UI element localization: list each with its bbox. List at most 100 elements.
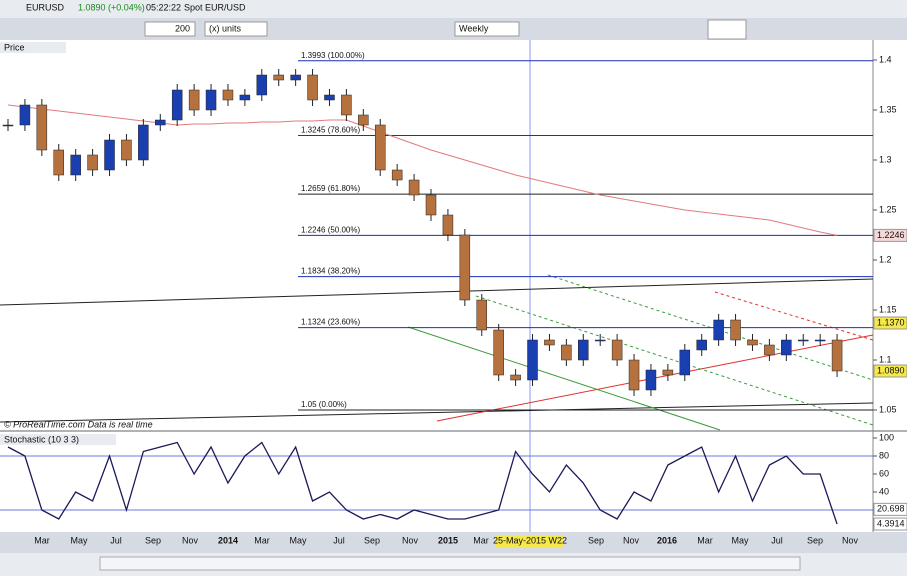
units-select[interactable] — [204, 21, 268, 37]
candle — [205, 89, 217, 111]
x-tick-label: Sep — [807, 535, 823, 545]
candle — [747, 339, 758, 346]
candle — [239, 94, 251, 101]
y-tick-label: 60 — [879, 468, 889, 478]
candle — [442, 214, 454, 236]
price-tag — [873, 364, 907, 378]
trend-line — [0, 402, 874, 423]
fib-label: 1.3993 (100.00%) — [301, 51, 365, 60]
x-tick-label: Mar — [697, 535, 713, 545]
y-tick-label: 80 — [879, 450, 889, 460]
candle — [611, 339, 623, 361]
candle — [527, 339, 538, 381]
candle — [831, 339, 843, 372]
x-tick-label: Nov — [182, 535, 199, 545]
top-bar — [0, 0, 907, 18]
candle — [341, 94, 352, 116]
quote: 1.0890 (+0.04%) — [78, 2, 145, 12]
fib-label: 1.1324 (23.60%) — [301, 318, 360, 327]
price-tag — [873, 316, 907, 330]
candle — [273, 74, 284, 81]
units-count: 200 — [175, 23, 190, 33]
copyright: © ProRealTime.com Data is real time — [4, 419, 153, 429]
candle — [510, 374, 521, 381]
candle — [628, 359, 640, 391]
candle — [594, 339, 606, 342]
candle — [645, 369, 657, 391]
candle — [53, 149, 65, 176]
candle — [713, 319, 724, 341]
stochastic-line — [7, 441, 838, 525]
candle — [374, 124, 386, 171]
y-tick-label: 1.2 — [879, 254, 892, 264]
candle — [493, 329, 504, 376]
scrollbar[interactable] — [99, 556, 801, 571]
x-tick-label: Mar — [473, 535, 489, 545]
y-tick-label: 1.05 — [879, 404, 897, 414]
candle — [662, 369, 674, 376]
candle — [138, 124, 149, 161]
fib-label: 1.2246 (50.00%) — [301, 226, 360, 235]
candle — [358, 114, 369, 126]
candle — [578, 339, 589, 361]
candle — [121, 139, 132, 161]
candle — [696, 339, 707, 351]
trend-line — [407, 326, 721, 431]
moving-average — [7, 104, 838, 236]
candle — [476, 299, 488, 331]
candle — [459, 234, 471, 301]
panel-header — [0, 434, 116, 445]
time: 05:22:22 — [146, 2, 181, 12]
period-select[interactable] — [454, 21, 520, 37]
x-tick-label: 2015 — [438, 535, 458, 545]
stochastic-title: Stochastic (10 3 3) — [4, 434, 79, 444]
candle — [544, 339, 555, 346]
candle — [679, 349, 691, 376]
candle — [256, 74, 268, 96]
cursor-tag — [496, 535, 564, 547]
value-tag — [873, 502, 907, 516]
candle — [814, 339, 826, 342]
x-tick-label: 2014 — [218, 535, 238, 545]
fib-label: 1.2659 (61.80%) — [301, 184, 360, 193]
x-tick-label: Nov — [623, 535, 640, 545]
y-tick-label: 100 — [879, 432, 894, 442]
candle — [2, 124, 14, 127]
candle — [425, 194, 437, 216]
fib-label: 1.05 (0.00%) — [301, 400, 347, 409]
y-tick-label: 1.1 — [879, 354, 892, 364]
value-tag — [873, 517, 907, 531]
units-label: (x) units — [209, 23, 242, 33]
x-tick-label: Sep — [145, 535, 161, 545]
value-tag-label: 4.3914 — [877, 518, 905, 528]
candle — [307, 74, 318, 101]
fib-label: 1.1834 (38.20%) — [301, 267, 360, 276]
candle — [155, 119, 166, 126]
x-tick-label: May — [289, 535, 307, 545]
symbol[interactable]: EURUSD — [26, 2, 65, 12]
x-tick-label: Jul — [333, 535, 345, 545]
x-tick-label: 2016 — [657, 535, 677, 545]
candle — [408, 179, 420, 196]
candle — [222, 89, 234, 101]
candle — [391, 169, 403, 181]
chart-type-button[interactable] — [707, 19, 747, 40]
candle — [36, 104, 48, 151]
price-tag — [873, 228, 907, 242]
y-tick-label: 40 — [879, 486, 889, 496]
instrument: Spot EUR/USD — [184, 2, 246, 12]
cursor-label: 25-May-2015 W22 — [493, 535, 567, 545]
candle — [171, 89, 183, 121]
panel-header — [0, 42, 66, 53]
x-tick-label: May — [70, 535, 88, 545]
trend-line — [0, 278, 874, 306]
candle — [70, 154, 81, 176]
candle — [764, 344, 775, 356]
x-tick-label: May — [731, 535, 749, 545]
units-input[interactable] — [144, 21, 196, 37]
price-tag-label: 1.1370 — [877, 317, 905, 327]
candle — [104, 139, 115, 171]
stochastic-panel — [0, 432, 907, 532]
candle — [188, 89, 200, 111]
